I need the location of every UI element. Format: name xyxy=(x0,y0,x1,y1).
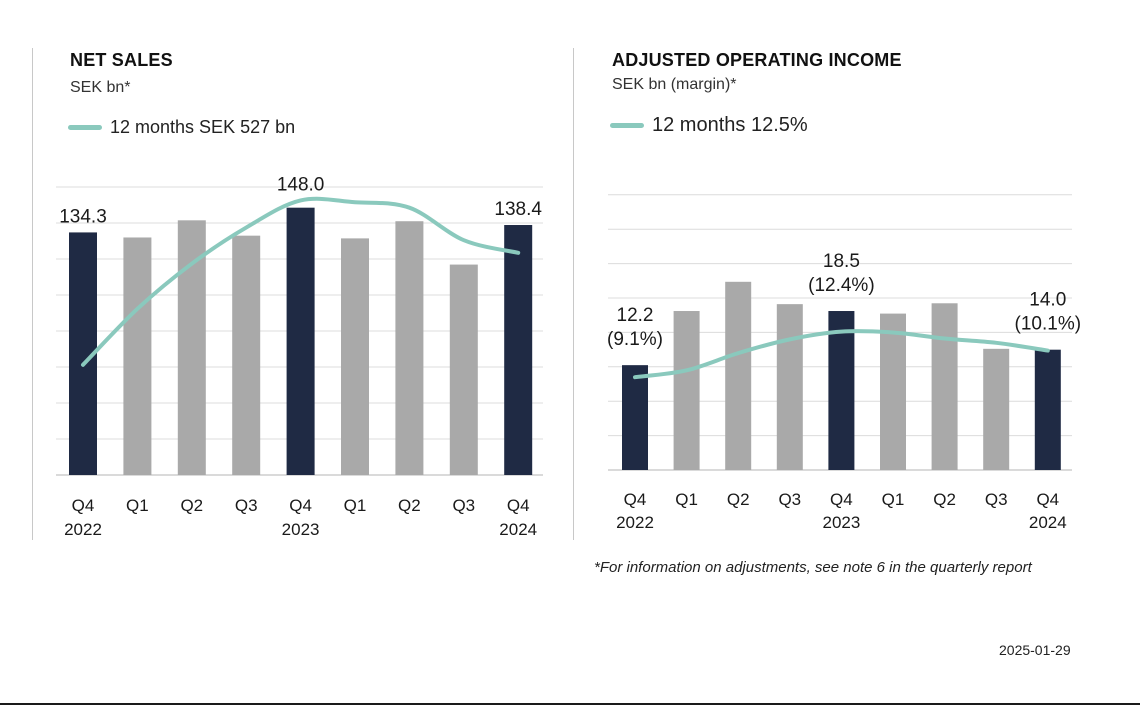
net-sales-tick-label-3: Q3 xyxy=(235,496,258,515)
center-divider xyxy=(573,48,574,540)
net-sales-tick-year-8: 2024 xyxy=(499,520,537,539)
op-income-bar-6 xyxy=(931,303,958,470)
op-income-bar-3 xyxy=(776,304,803,470)
op-income-tick-label-0: Q4 xyxy=(624,490,647,509)
net-sales-tick-label-0: Q4 xyxy=(72,496,95,515)
op-income-data-label-8: 14.0 xyxy=(1029,290,1066,311)
net-sales-12m-line xyxy=(81,196,521,367)
net-sales-tick-year-0: 2022 xyxy=(64,520,102,539)
op-income-subtitle: SEK bn (margin)* xyxy=(612,76,737,93)
net-sales-tick-label-6: Q2 xyxy=(398,496,421,515)
net-sales-bar-5 xyxy=(341,238,369,475)
op-income-tick-label-2: Q2 xyxy=(727,490,750,509)
net-sales-bar-8 xyxy=(504,225,533,475)
net-sales-data-label-4: 148.0 xyxy=(277,174,325,195)
op-income-bar-2 xyxy=(725,281,752,470)
net-sales-tick-label-2: Q2 xyxy=(180,496,203,515)
op-income-tick-label-5: Q1 xyxy=(882,490,905,509)
op-income-tick-label-4: Q4 xyxy=(830,490,853,509)
op-income-bar-4 xyxy=(828,311,855,470)
op-income-bar-0 xyxy=(622,365,648,470)
op-income-12m-line xyxy=(633,329,1050,380)
legend-line-icon xyxy=(610,123,644,128)
op-income-tick-label-6: Q2 xyxy=(933,490,956,509)
op-income-data-sublabel-8: (10.1%) xyxy=(1015,314,1082,335)
report-date: 2025-01-29 xyxy=(999,642,1071,658)
op-income-tick-year-8: 2024 xyxy=(1029,513,1067,532)
net-sales-bar-6 xyxy=(395,221,424,475)
bottom-rule xyxy=(0,703,1140,705)
op-income-bar-8 xyxy=(1034,349,1061,470)
op-income-tick-label-3: Q3 xyxy=(778,490,801,509)
op-income-bar-1 xyxy=(673,311,700,470)
op-income-tick-label-8: Q4 xyxy=(1036,490,1059,509)
op-income-data-label-4: 18.5 xyxy=(823,251,860,272)
op-income-bar-7 xyxy=(983,348,1010,470)
op-income-data-sublabel-0: (9.1%) xyxy=(607,329,663,350)
op-income-tick-year-4: 2023 xyxy=(822,513,860,532)
legend-line-icon xyxy=(68,125,102,130)
net-sales-data-label-0: 134.3 xyxy=(59,206,107,227)
op-income-data-label-0: 12.2 xyxy=(617,305,654,326)
op-income-tick-label-7: Q3 xyxy=(985,490,1008,509)
op-income-bar-5 xyxy=(880,313,906,470)
net-sales-legend-label: 12 months SEK 527 bn xyxy=(110,117,296,137)
net-sales-tick-year-4: 2023 xyxy=(282,520,320,539)
net-sales-tick-label-7: Q3 xyxy=(452,496,475,515)
op-income-legend: 12 months 12.5% xyxy=(610,114,808,137)
net-sales-title: NET SALES xyxy=(70,50,173,70)
net-sales-bar-7 xyxy=(449,264,478,475)
op-income-tick-label-1: Q1 xyxy=(675,490,698,509)
op-income-title: ADJUSTED OPERATING INCOME xyxy=(612,50,902,70)
op-income-legend-label: 12 months 12.5% xyxy=(652,114,808,136)
net-sales-tick-label-4: Q4 xyxy=(289,496,312,515)
net-sales-bar-1 xyxy=(123,237,152,475)
net-sales-tick-label-8: Q4 xyxy=(507,496,530,515)
left-divider xyxy=(32,48,33,540)
net-sales-legend: 12 months SEK 527 bn xyxy=(68,117,295,138)
footnote: *For information on adjustments, see not… xyxy=(594,559,1032,576)
net-sales-tick-label-5: Q1 xyxy=(344,496,367,515)
net-sales-bar-3 xyxy=(232,235,261,475)
net-sales-data-label-8: 138.4 xyxy=(494,199,542,220)
net-sales-bar-4 xyxy=(286,207,315,476)
net-sales-tick-label-1: Q1 xyxy=(126,496,149,515)
net-sales-subtitle: SEK bn* xyxy=(70,79,131,96)
op-income-tick-year-0: 2022 xyxy=(616,513,654,532)
op-income-data-sublabel-4: (12.4%) xyxy=(808,275,875,296)
